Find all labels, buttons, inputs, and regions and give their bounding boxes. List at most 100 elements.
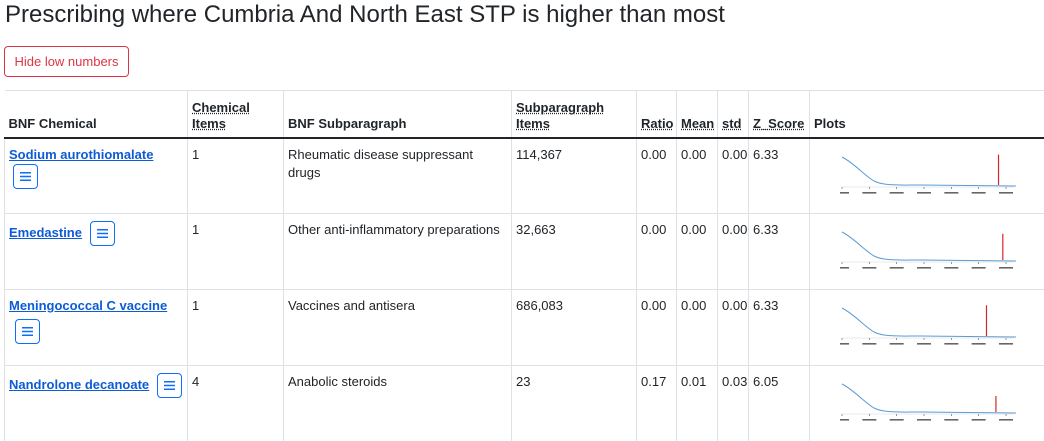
col-header-chemical-items[interactable]: Chemical Items: [187, 90, 284, 139]
col-header-mean[interactable]: Mean: [676, 90, 718, 139]
cell-std: 0.00: [717, 289, 749, 366]
density-curve: [841, 231, 1016, 262]
density-plot: [840, 154, 1016, 194]
cell-ratio: 0.17: [636, 365, 677, 441]
plot-tick-label: [889, 267, 904, 269]
plot-tick-label: [862, 419, 877, 421]
hamburger-menu-icon: [163, 381, 175, 390]
col-header-plots: Plots: [809, 90, 1044, 139]
cell-ratio: 0.00: [636, 289, 677, 366]
cell-std: 0.00: [717, 137, 749, 214]
plot-tick-label: [862, 343, 877, 345]
plot-tick-label: [944, 419, 959, 421]
table-row: Nandrolone decanoate 4 Anabolic steroids…: [4, 365, 1044, 441]
cell-subparagraph: Anabolic steroids: [283, 365, 512, 441]
cell-ratio: 0.00: [636, 137, 677, 214]
row-menu-button[interactable]: [13, 163, 38, 189]
plot-tick-label: [971, 191, 986, 194]
plot-tick-label: [917, 343, 931, 345]
cell-chemical: Sodium aurothiomalate: [4, 137, 188, 214]
table-row: Meningococcal C vaccine 1 Vaccines and a…: [4, 289, 1044, 366]
plot-tick-label: [944, 343, 959, 345]
chemical-link[interactable]: Emedastine: [9, 224, 82, 240]
cell-subparagraph-items: 32,663: [511, 213, 637, 290]
cell-subparagraph: Other anti-inflammatory preparations: [283, 213, 512, 290]
cell-ratio: 0.00: [636, 213, 677, 290]
plot-tick-label: [971, 419, 986, 421]
plot-tick-label: [971, 267, 986, 269]
density-plot: [840, 383, 1016, 421]
col-header-std-label[interactable]: std: [722, 115, 742, 131]
cell-plot: [809, 213, 1044, 290]
cell-z-score: 6.33: [748, 213, 810, 290]
col-header-mean-label[interactable]: Mean: [681, 115, 715, 131]
cell-chemical: Nandrolone decanoate: [4, 365, 188, 441]
chemical-link[interactable]: Nandrolone decanoate: [9, 376, 150, 392]
cell-chemical: Emedastine: [4, 213, 188, 290]
col-header-subparagraph-items[interactable]: Subparagraph Items: [511, 90, 637, 139]
plot-tick-label: [999, 267, 1013, 269]
cell-z-score: 6.05: [748, 365, 810, 441]
cell-z-score: 6.33: [748, 137, 810, 214]
cell-mean: 0.00: [676, 289, 718, 366]
hide-low-numbers-button[interactable]: Hide low numbers: [4, 46, 129, 77]
col-header-chemical-items-line2[interactable]: Items: [192, 115, 226, 131]
col-header-z-score[interactable]: Z_Score: [748, 90, 810, 139]
plot-tick-label: [889, 419, 904, 421]
density-curve: [841, 383, 1016, 414]
col-header-subparagraph-items-line2[interactable]: Items: [516, 115, 550, 131]
hamburger-menu-icon: [22, 327, 33, 336]
plot-tick-label: [840, 419, 849, 421]
density-plot: [840, 305, 1016, 345]
plot-tick-label: [999, 343, 1013, 345]
cell-z-score: 6.33: [748, 289, 810, 366]
chemical-link[interactable]: Sodium aurothiomalate: [9, 146, 154, 162]
cell-chemical: Meningococcal C vaccine: [4, 289, 188, 366]
cell-mean: 0.00: [676, 137, 718, 214]
chemical-link[interactable]: Meningococcal C vaccine: [9, 298, 168, 313]
cell-plot: [809, 289, 1044, 366]
cell-subparagraph-items: 114,367: [511, 137, 637, 214]
cell-mean: 0.00: [676, 213, 718, 290]
plot-tick-label: [889, 343, 904, 345]
results-table: BNF Chemical Chemical Items BNF Subparag…: [4, 90, 1044, 441]
plot-tick-label: [944, 191, 959, 194]
plot-tick-label: [862, 267, 877, 269]
plot-tick-label: [971, 343, 986, 345]
cell-subparagraph: Rheumatic disease suppressant drugs: [283, 137, 512, 214]
row-menu-button[interactable]: [89, 221, 115, 246]
table-row: Emedastine 1 Other anti-inflammatory pre…: [4, 213, 1044, 290]
col-header-ratio[interactable]: Ratio: [636, 90, 677, 139]
plot-tick-label: [840, 267, 849, 269]
cell-subparagraph-items: 686,083: [511, 289, 637, 366]
cell-chemical-items: 1: [187, 213, 284, 290]
plot-tick-label: [862, 191, 877, 194]
col-header-subparagraph-items-line1[interactable]: Subparagraph: [516, 99, 605, 115]
cell-plot: [809, 365, 1044, 441]
cell-chemical-items: 4: [187, 365, 284, 441]
plot-tick-label: [999, 419, 1013, 421]
row-menu-button[interactable]: [156, 373, 182, 398]
col-header-chemical-items-line1[interactable]: Chemical: [192, 99, 250, 115]
cell-subparagraph-items: 23: [511, 365, 637, 441]
plot-tick-label: [840, 343, 849, 345]
cell-std: 0.00: [717, 213, 749, 290]
plot-tick-label: [917, 191, 931, 194]
table-header-row: BNF Chemical Chemical Items BNF Subparag…: [4, 90, 1044, 139]
hamburger-menu-icon: [96, 229, 108, 238]
col-header-std[interactable]: std: [717, 90, 749, 139]
cell-std: 0.03: [717, 365, 749, 441]
cell-chemical-items: 1: [187, 137, 284, 214]
cell-chemical-items: 1: [187, 289, 284, 366]
density-curve: [841, 156, 1016, 186]
density-curve: [841, 307, 1016, 338]
cell-subparagraph: Vaccines and antisera: [283, 289, 512, 366]
plot-tick-label: [917, 419, 931, 421]
table-row: Sodium aurothiomalate 1 Rheumatic diseas…: [4, 137, 1044, 214]
page-title: Prescribing where Cumbria And North East…: [5, 1, 725, 28]
col-header-bnf-subparagraph: BNF Subparagraph: [283, 90, 512, 139]
plot-tick-label: [917, 267, 931, 269]
col-header-ratio-label[interactable]: Ratio: [641, 115, 674, 131]
row-menu-button[interactable]: [15, 319, 40, 344]
col-header-z-score-label[interactable]: Z_Score: [753, 115, 805, 131]
